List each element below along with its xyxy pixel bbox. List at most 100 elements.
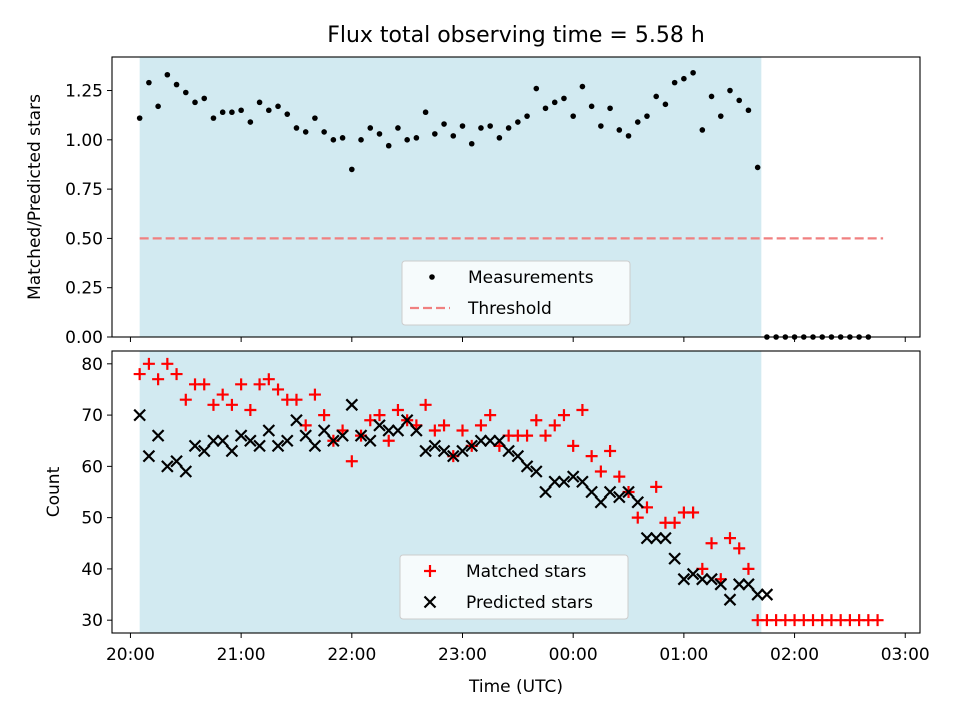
- data-point: [714, 578, 728, 591]
- data-point: [244, 403, 257, 416]
- data-point: [493, 434, 506, 448]
- data-point: [754, 164, 761, 171]
- data-point: [705, 537, 718, 550]
- data-point: [474, 419, 487, 432]
- data-point: [216, 388, 229, 401]
- data-point: [173, 81, 180, 88]
- data-point: [299, 429, 312, 442]
- data-point: [376, 131, 383, 137]
- star-count-panel: 30 40 50 60 70 80 20:00 21:00 22:00 23:00 00:00 01:…: [44, 350, 930, 697]
- data-point: [438, 419, 451, 432]
- data-point: [760, 588, 774, 601]
- data-point: [871, 614, 884, 627]
- data-point: [271, 439, 285, 453]
- data-point: [456, 444, 469, 458]
- data-point: [179, 393, 192, 406]
- y-tick-label: 1.00: [65, 131, 103, 151]
- data-point: [745, 107, 752, 114]
- data-point: [272, 383, 285, 396]
- data-point: [548, 475, 562, 489]
- data-point: [751, 588, 764, 601]
- data-point: [727, 87, 733, 94]
- data-point: [524, 113, 530, 119]
- data-point: [422, 109, 429, 116]
- data-point: [225, 444, 239, 458]
- data-point: [152, 373, 165, 386]
- data-point: [705, 572, 718, 586]
- y-axis-label: Matched/Predicted stars: [25, 94, 45, 300]
- data-point: [336, 429, 349, 442]
- data-point: [677, 572, 691, 586]
- x-tick-label: 02:00: [770, 645, 819, 665]
- x-tick-label: 23:00: [438, 645, 487, 665]
- data-point: [207, 434, 220, 448]
- data-point: [330, 137, 337, 143]
- data-point: [391, 424, 405, 437]
- data-point: [594, 495, 608, 509]
- data-point: [736, 97, 743, 104]
- data-point: [201, 95, 208, 102]
- legend-label: Matched stars: [466, 562, 586, 582]
- data-point: [382, 424, 395, 437]
- data-point: [533, 85, 540, 92]
- y-tick-label: 0.25: [65, 279, 103, 299]
- data-point: [484, 409, 497, 422]
- data-point: [598, 123, 604, 129]
- legend-label: Threshold: [467, 299, 552, 319]
- data-point: [318, 409, 331, 422]
- data-point: [447, 449, 460, 463]
- data-point: [419, 398, 432, 411]
- legend-box: [401, 260, 631, 326]
- data-point: [349, 166, 355, 173]
- data-point: [644, 113, 650, 119]
- data-point: [487, 123, 493, 129]
- data-point: [262, 424, 276, 437]
- data-point: [723, 532, 736, 545]
- y-tick-label: 0.50: [65, 229, 103, 249]
- data-point: [561, 95, 567, 102]
- data-point: [576, 403, 589, 416]
- data-point: [668, 516, 681, 529]
- data-point: [219, 109, 226, 116]
- data-point: [594, 465, 607, 478]
- data-point: [197, 444, 211, 458]
- data-point: [428, 439, 442, 453]
- data-point: [367, 125, 374, 131]
- data-point: [690, 69, 696, 76]
- data-point: [363, 434, 377, 448]
- data-point: [308, 439, 322, 453]
- data-point: [566, 470, 580, 483]
- data-point: [234, 429, 248, 442]
- data-point: [530, 465, 543, 478]
- data-point: [317, 424, 331, 437]
- data-point: [146, 79, 152, 86]
- data-point: [244, 434, 257, 448]
- data-point: [161, 357, 174, 370]
- data-point: [136, 115, 143, 121]
- y-tick-label: 80: [81, 355, 103, 375]
- legend: Matched stars Predicted stars: [399, 554, 629, 620]
- legend-label: Measurements: [468, 268, 594, 288]
- data-point: [521, 429, 534, 442]
- data-point: [579, 83, 586, 90]
- data-point: [616, 127, 623, 133]
- data-point: [290, 413, 303, 427]
- y-axis-label: Count: [44, 466, 64, 517]
- data-point: [515, 119, 521, 125]
- data-point: [229, 109, 235, 116]
- y-tick-label: 0.75: [65, 180, 103, 200]
- data-point: [662, 101, 669, 108]
- data-point: [567, 439, 580, 452]
- data-point: [275, 103, 281, 110]
- data-point: [502, 444, 515, 458]
- data-point: [631, 495, 645, 509]
- data-point: [207, 398, 220, 411]
- axes-frame: [111, 350, 921, 634]
- data-point: [192, 99, 198, 106]
- data-point: [539, 485, 552, 499]
- data-point: [428, 424, 441, 437]
- y-tick-label: 70: [81, 406, 103, 426]
- data-point: [345, 455, 358, 468]
- data-point: [576, 475, 589, 489]
